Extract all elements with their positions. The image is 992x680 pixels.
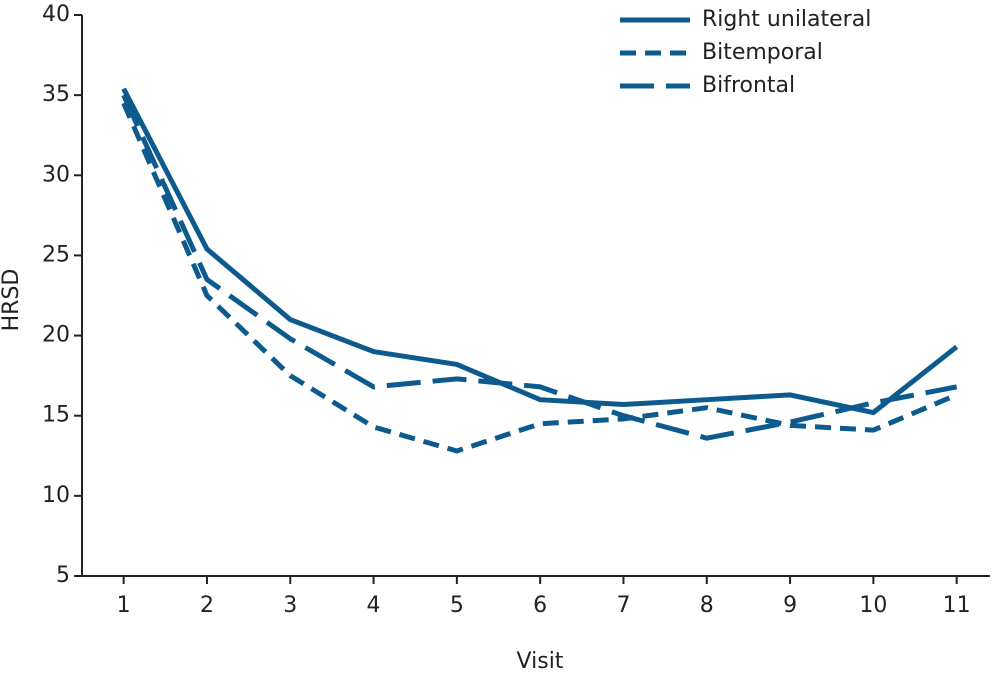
x-tick-label: 4 bbox=[367, 593, 381, 618]
x-tick-label: 8 bbox=[700, 593, 714, 618]
y-tick-label: 10 bbox=[42, 483, 70, 508]
x-tick-label: 1 bbox=[117, 593, 131, 618]
y-tick-label: 35 bbox=[42, 82, 70, 107]
x-tick-label: 7 bbox=[616, 593, 630, 618]
x-axis-label: Visit bbox=[517, 649, 564, 674]
legend-label: Bifrontal bbox=[702, 73, 795, 98]
x-tick-label: 3 bbox=[283, 593, 297, 618]
y-tick-label: 40 bbox=[42, 2, 70, 27]
series-line bbox=[121, 94, 958, 441]
y-tick-label: 5 bbox=[56, 563, 70, 588]
y-tick-label: 15 bbox=[42, 403, 70, 428]
series-line bbox=[121, 87, 959, 416]
x-tick-label: 6 bbox=[533, 593, 547, 618]
x-tick-label: 11 bbox=[943, 593, 971, 618]
y-tick-label: 25 bbox=[42, 242, 70, 267]
legend-label: Bitemporal bbox=[702, 40, 823, 65]
y-tick-label: 20 bbox=[42, 323, 70, 348]
x-tick-label: 2 bbox=[200, 593, 214, 618]
y-axis-label: HRSD bbox=[0, 269, 24, 332]
legend-label: Right unilateral bbox=[702, 7, 871, 32]
x-tick-label: 5 bbox=[450, 593, 464, 618]
x-tick-label: 9 bbox=[783, 593, 797, 618]
y-tick-label: 30 bbox=[42, 162, 70, 187]
x-tick-label: 10 bbox=[859, 593, 887, 618]
series-line bbox=[121, 102, 958, 454]
